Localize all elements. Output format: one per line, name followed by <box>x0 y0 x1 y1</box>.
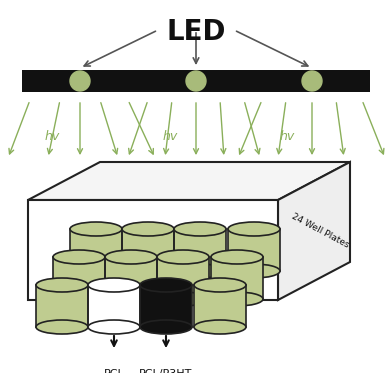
Ellipse shape <box>140 278 192 292</box>
Ellipse shape <box>36 320 88 334</box>
Ellipse shape <box>70 264 122 278</box>
Text: hv: hv <box>44 129 60 142</box>
Circle shape <box>70 71 90 91</box>
Bar <box>70 229 122 271</box>
Text: PCL/P3HT
nanofibers: PCL/P3HT nanofibers <box>136 369 196 373</box>
Text: hv: hv <box>279 129 295 142</box>
Bar <box>122 229 174 271</box>
Bar <box>228 229 280 271</box>
Ellipse shape <box>157 250 209 264</box>
Ellipse shape <box>140 320 192 334</box>
Polygon shape <box>28 162 350 200</box>
Ellipse shape <box>53 250 105 264</box>
Text: 24 Well Plates: 24 Well Plates <box>290 212 350 250</box>
Polygon shape <box>278 162 350 300</box>
Ellipse shape <box>211 292 263 306</box>
Text: PCL
nanofibers: PCL nanofibers <box>84 369 143 373</box>
Bar <box>53 257 105 299</box>
Ellipse shape <box>228 222 280 236</box>
Bar <box>88 285 140 327</box>
Circle shape <box>302 71 322 91</box>
Bar <box>140 285 192 327</box>
Ellipse shape <box>122 264 174 278</box>
Ellipse shape <box>105 250 157 264</box>
Ellipse shape <box>88 320 140 334</box>
Ellipse shape <box>70 222 122 236</box>
Ellipse shape <box>174 264 226 278</box>
Ellipse shape <box>53 292 105 306</box>
Text: LED: LED <box>166 18 226 46</box>
Bar <box>211 257 263 299</box>
Ellipse shape <box>211 250 263 264</box>
Polygon shape <box>28 200 278 300</box>
Bar <box>36 285 88 327</box>
Ellipse shape <box>157 292 209 306</box>
Bar <box>22 70 370 92</box>
Ellipse shape <box>88 278 140 292</box>
Bar <box>194 285 246 327</box>
Bar <box>105 257 157 299</box>
Circle shape <box>186 71 206 91</box>
Text: hv: hv <box>162 129 178 142</box>
Ellipse shape <box>194 320 246 334</box>
Ellipse shape <box>174 222 226 236</box>
Ellipse shape <box>36 278 88 292</box>
Bar <box>174 229 226 271</box>
Ellipse shape <box>105 292 157 306</box>
Bar <box>157 257 209 299</box>
Ellipse shape <box>228 264 280 278</box>
Ellipse shape <box>194 278 246 292</box>
Ellipse shape <box>122 222 174 236</box>
